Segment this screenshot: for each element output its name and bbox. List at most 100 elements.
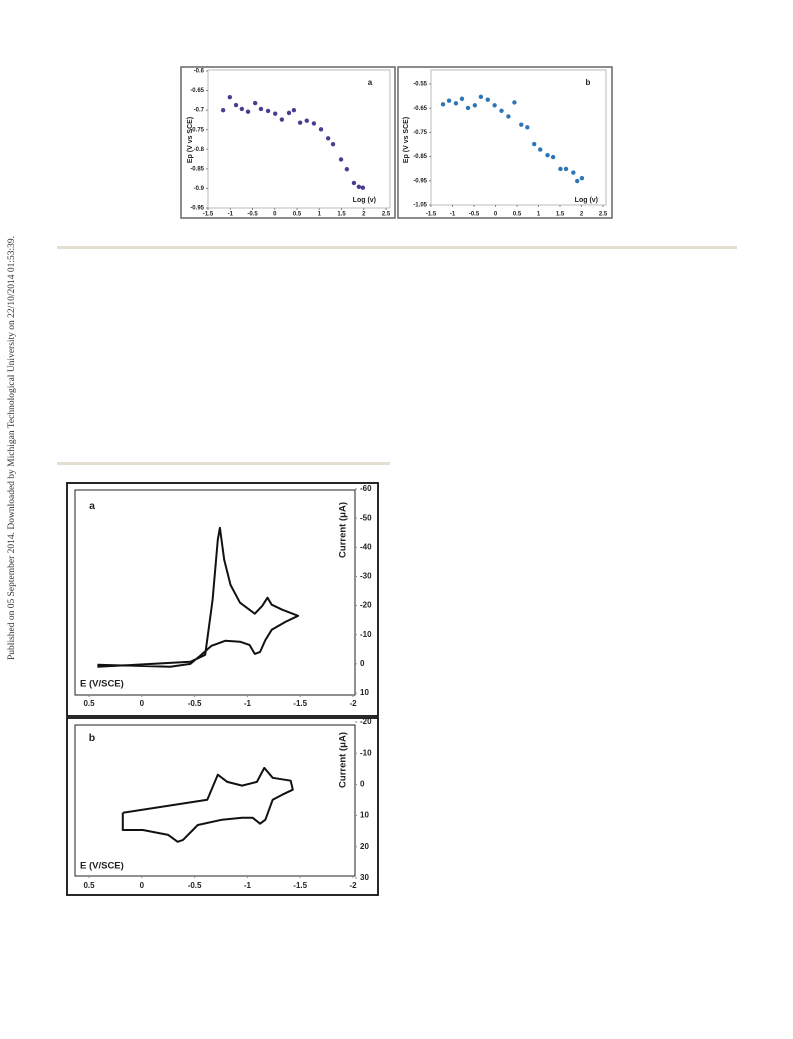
data-point: [575, 178, 580, 184]
x-tick-label: 1.5: [556, 212, 565, 218]
x-axis-title: E (V/SCE): [80, 679, 124, 690]
x-tick-label: 0.5: [83, 881, 95, 890]
data-point: [351, 180, 357, 186]
x-tick-label: 0: [140, 699, 145, 708]
cv-curve: [121, 766, 294, 843]
y-tick-label: -0.75: [413, 130, 427, 136]
x-tick-label: 2: [580, 212, 584, 218]
panel-border: [397, 66, 613, 219]
x-axis-title: Log (v): [353, 197, 376, 204]
plot-frame: [74, 724, 356, 877]
data-point: [453, 101, 459, 106]
y-tick-label: -0.6: [194, 69, 205, 75]
y-axis-title: Current (μA): [338, 732, 349, 788]
y-tick-label: -30: [360, 572, 372, 581]
data-point: [311, 121, 317, 126]
y-tick-label: -20: [360, 717, 372, 726]
panel-label: a: [89, 500, 95, 512]
x-tick-label: -1.5: [293, 881, 307, 890]
data-point: [344, 167, 350, 172]
x-tick-label: -1: [244, 881, 252, 890]
data-point: [272, 111, 278, 116]
y-tick-label: -0.65: [413, 106, 427, 112]
x-tick-label: 1: [318, 212, 322, 218]
y-tick-label: -0.8: [194, 147, 205, 153]
data-point: [465, 105, 471, 111]
x-tick-label: 0.5: [83, 699, 95, 708]
x-tick-label: 0.5: [293, 212, 302, 218]
cv-curve: [97, 526, 300, 668]
data-point: [220, 107, 226, 113]
data-point: [550, 154, 556, 160]
data-point: [227, 95, 233, 100]
data-point: [499, 108, 504, 114]
x-tick-label: -2: [349, 881, 357, 890]
y-axis-title: Current (μA): [338, 502, 349, 558]
y-tick-label: -0.9: [194, 186, 205, 192]
data-point: [563, 166, 569, 172]
data-point: [472, 103, 478, 108]
data-point: [304, 118, 309, 123]
data-point: [459, 96, 465, 101]
data-point: [579, 175, 585, 181]
data-point: [492, 103, 497, 108]
data-point: [545, 152, 550, 158]
data-point: [538, 147, 543, 152]
x-tick-label: -1.5: [203, 212, 214, 218]
y-tick-label: -60: [360, 484, 372, 493]
x-tick-label: -1: [228, 212, 234, 218]
x-tick-label: 0: [494, 212, 498, 218]
data-point: [330, 141, 336, 147]
y-tick-label: -10: [360, 748, 372, 757]
data-point: [356, 184, 362, 190]
y-tick-label: -1.05: [413, 203, 427, 209]
data-point: [571, 170, 576, 175]
data-point: [286, 110, 292, 116]
y-tick-label: -0.85: [413, 154, 427, 160]
side-note: Published on 05 September 2014. Download…: [7, 236, 17, 660]
data-point: [291, 107, 297, 113]
data-point: [318, 127, 324, 132]
x-tick-label: 2.5: [599, 212, 608, 218]
data-point: [478, 94, 484, 100]
x-axis-title: E (V/SCE): [80, 861, 124, 872]
data-point: [233, 102, 239, 108]
data-point: [525, 125, 530, 130]
y-tick-label: -20: [360, 601, 372, 610]
y-tick-label: -0.85: [190, 166, 204, 172]
data-point: [440, 102, 446, 107]
x-tick-label: -1: [244, 699, 252, 708]
data-point: [239, 106, 245, 112]
panel-border: [66, 717, 379, 896]
y-tick-label: 10: [360, 811, 369, 820]
data-point: [532, 141, 537, 147]
data-point: [512, 100, 517, 105]
data-point: [252, 100, 258, 106]
y-tick-label: -0.75: [190, 127, 204, 133]
x-tick-label: 2.5: [382, 212, 391, 218]
panel-border: [66, 482, 379, 717]
x-tick-label: -0.5: [188, 881, 202, 890]
x-tick-label: -1.5: [426, 212, 437, 218]
panel-border: [180, 66, 396, 219]
y-tick-label: -10: [360, 630, 372, 639]
divider: [57, 462, 390, 465]
x-tick-label: -1.5: [293, 699, 307, 708]
y-tick-label: -0.95: [190, 206, 204, 212]
panel-label: a: [368, 78, 373, 87]
data-point: [265, 108, 271, 114]
x-tick-label: -0.5: [469, 212, 480, 218]
x-tick-label: -0.5: [247, 212, 258, 218]
x-tick-label: 0: [273, 212, 277, 218]
data-point: [245, 109, 251, 114]
data-point: [258, 106, 264, 112]
x-axis-title: Log (v): [575, 197, 598, 204]
y-tick-label: 0: [360, 780, 365, 789]
data-point: [325, 136, 331, 141]
x-tick-label: 0.5: [513, 212, 522, 218]
x-tick-label: -0.5: [188, 699, 202, 708]
x-tick-label: -2: [349, 699, 357, 708]
y-tick-label: -0.7: [194, 108, 205, 114]
x-tick-label: 2: [362, 212, 366, 218]
